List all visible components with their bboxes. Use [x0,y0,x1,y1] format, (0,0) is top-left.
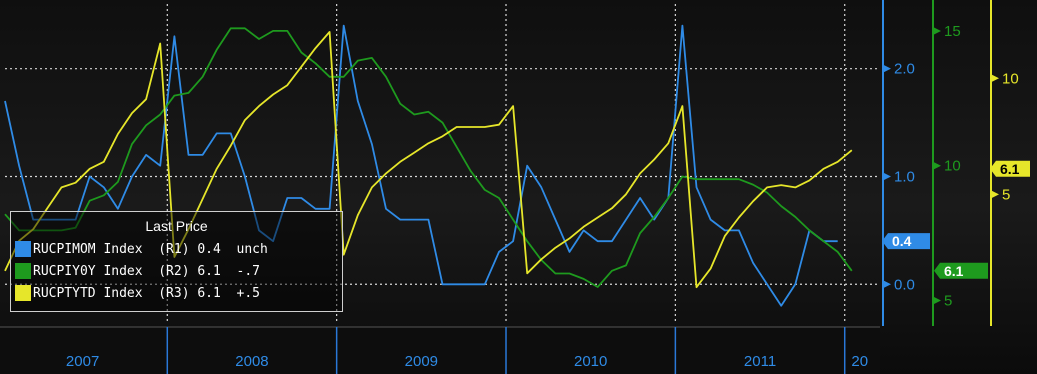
axis-tick-label-r2-2: 15 [944,23,961,40]
axis-tick-label-r2-1: 10 [944,158,961,175]
axis-tick-r3-1 [991,74,999,83]
legend-swatch-blue [15,241,31,257]
legend-label-rucpiyoy: RUCPIY0Y Index (R2) 6.1 -.7 [33,263,260,279]
axis-tick-label-r3-0: 5 [1002,186,1010,203]
last-price-flag-r2-bg [934,262,988,279]
axis-tick-r3-0 [991,190,999,199]
legend-row-rucpimom: RUCPIMOM Index (R1) 0.4 unch [11,238,342,260]
legend-title: Last Price [145,218,208,234]
axis-tick-label-r1-0: 0.0 [894,276,915,293]
series-line-rucptytd [4,30,853,289]
axis-tick-r1-2 [883,64,891,73]
x-year-label-2010: 2010 [574,353,607,370]
axis-tick-label-r1-2: 2.0 [894,61,915,78]
legend: Last Price RUCPIMOM Index (R1) 0.4 unch … [10,211,343,312]
axis-tick-r2-2 [933,26,941,35]
last-price-flag-r3: 6.1 [1000,161,1020,177]
x-year-label-2007: 2007 [66,353,99,370]
axis-tick-label-r3-1: 10 [1002,70,1019,87]
grid-lines [5,4,880,322]
axis-tick-label-r2-0: 5 [944,292,952,309]
axis-tick-r1-0 [883,280,891,289]
series-line-rucpiyoy [4,27,853,288]
x-year-label-20: 20 [851,353,868,370]
x-year-label-2009: 2009 [405,353,438,370]
series-lines [4,24,853,307]
legend-label-rucptytd: RUCPTYTD Index (R3) 6.1 +.5 [33,285,260,301]
legend-row-rucpiyoy: RUCPIY0Y Index (R2) 6.1 -.7 [11,260,342,282]
last-price-flag-r1-bg [882,233,930,250]
x-axis: 2007 2008 2009 2010 2011 20 [0,326,880,374]
legend-label-rucpimom: RUCPIMOM Index (R1) 0.4 unch [33,241,268,257]
legend-swatch-yellow [15,285,31,301]
last-price-flag-r1: 0.4 [892,233,912,249]
series-line-rucpimom [4,24,838,307]
x-year-label-2008: 2008 [235,353,268,370]
last-price-flag-r2: 6.1 [944,263,964,279]
axes: 0.0 1.0 2.0 5 10 15 5 10 0.4 6.1 6.1 [882,0,1030,326]
axis-tick-label-r1-1: 1.0 [894,168,915,185]
x-year-label-2011: 2011 [744,353,776,370]
axis-tick-r2-0 [933,296,941,305]
legend-row-rucptytd: RUCPTYTD Index (R3) 6.1 +.5 [11,282,342,304]
axis-tick-r1-1 [883,172,891,181]
last-price-flag-r3-bg [990,160,1030,177]
x-axis-band [0,327,880,374]
axis-tick-r2-1 [933,161,941,170]
legend-swatch-green [15,263,31,279]
